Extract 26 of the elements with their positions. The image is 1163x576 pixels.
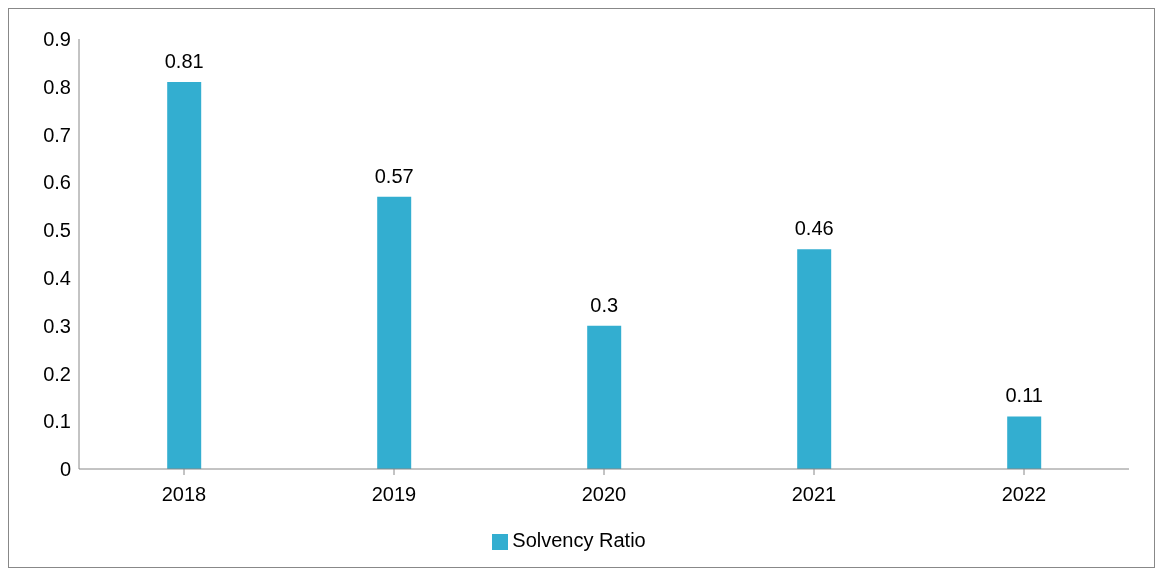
data-label: 0.3 — [590, 293, 619, 316]
data-label: 0.46 — [794, 217, 834, 240]
y-tick-label: 0.4 — [43, 266, 71, 289]
x-tick-label: 2018 — [161, 483, 207, 506]
data-label: 0.11 — [1005, 384, 1043, 407]
x-tick-label: 2022 — [1001, 483, 1047, 506]
data-label: 0.57 — [374, 164, 414, 187]
y-tick-label: 0.9 — [43, 28, 71, 51]
data-label: 0.81 — [164, 50, 204, 72]
bar — [587, 325, 622, 469]
y-tick-label: 0.7 — [43, 123, 71, 146]
bar — [377, 196, 412, 469]
x-tick-label: 2021 — [791, 483, 837, 506]
y-tick-label: 0.8 — [43, 75, 71, 98]
y-tick-label: 0.1 — [43, 410, 71, 433]
y-tick-label: 0.5 — [43, 219, 71, 242]
bar — [797, 249, 832, 469]
y-tick-label: 0 — [59, 458, 71, 481]
y-tick-label: 0.3 — [43, 314, 71, 337]
x-tick-label: 2020 — [581, 483, 627, 506]
y-tick-label: 0.2 — [43, 362, 71, 385]
bar — [1007, 416, 1042, 469]
y-tick-label: 0.6 — [43, 171, 71, 194]
bar — [167, 82, 202, 469]
legend-label: Solvency Ratio — [512, 529, 646, 551]
x-tick-label: 2019 — [371, 483, 417, 506]
